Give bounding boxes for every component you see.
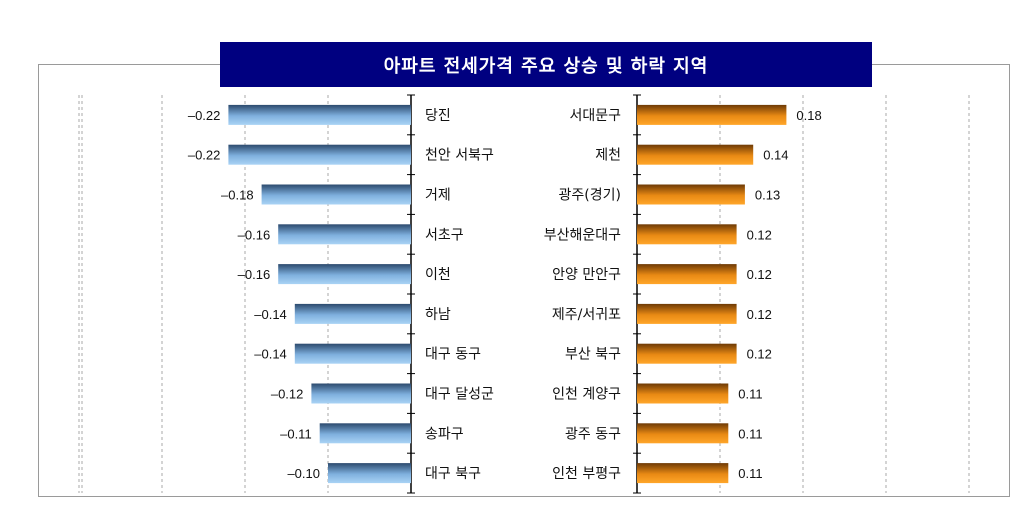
- data-label: 0.11: [738, 466, 762, 481]
- bar: [294, 303, 411, 324]
- category-label: 부산해운대구: [544, 227, 621, 243]
- data-label: –0.14: [254, 347, 287, 362]
- category-label: 서초구: [425, 227, 464, 243]
- bar: [294, 343, 411, 364]
- category-label: 광주(경기): [559, 188, 621, 204]
- bar: [637, 264, 737, 285]
- bar: [637, 343, 737, 364]
- data-label: 0.14: [763, 148, 788, 163]
- category-label: 대구 북구: [425, 466, 481, 482]
- data-label: 0.12: [747, 347, 772, 362]
- category-label: 광주 동구: [565, 426, 621, 442]
- category-label: 제주/서귀포: [552, 307, 621, 323]
- bar: [261, 184, 411, 205]
- bar: [278, 224, 411, 245]
- data-label: –0.22: [188, 108, 221, 123]
- category-label: 대구 달성군: [425, 387, 494, 403]
- data-label: 0.12: [747, 227, 772, 242]
- bar: [319, 423, 411, 444]
- data-label: –0.22: [188, 148, 221, 163]
- bar: [637, 423, 729, 444]
- bar: [328, 463, 411, 484]
- bar: [637, 383, 729, 404]
- data-label: –0.12: [271, 387, 304, 402]
- category-label: 제천: [595, 148, 621, 164]
- data-label: –0.18: [221, 188, 254, 203]
- chart-title: 아파트 전세가격 주요 상승 및 하락 지역: [220, 42, 872, 87]
- bar: [637, 463, 729, 484]
- data-label: –0.14: [254, 307, 287, 322]
- bar: [637, 144, 754, 165]
- category-label: 인천 계양구: [552, 387, 621, 403]
- bar: [278, 264, 411, 285]
- bar: [637, 184, 745, 205]
- category-label: 이천: [425, 267, 451, 283]
- category-label: 송파구: [425, 426, 464, 442]
- bar: [228, 104, 411, 125]
- data-label: 0.13: [755, 188, 780, 203]
- category-label: 천안 서북구: [425, 148, 494, 164]
- data-label: 0.12: [747, 307, 772, 322]
- bar: [637, 224, 737, 245]
- data-label: 0.18: [796, 108, 821, 123]
- data-label: –0.10: [287, 466, 320, 481]
- category-label: 서대문구: [569, 108, 621, 124]
- data-label: –0.16: [238, 227, 271, 242]
- bar: [228, 144, 411, 165]
- data-label: 0.11: [738, 426, 762, 441]
- category-label: 안양 만안구: [552, 267, 621, 283]
- data-label: –0.16: [238, 267, 271, 282]
- bar: [637, 104, 787, 125]
- category-label: 부산 북구: [565, 347, 621, 363]
- data-label: 0.11: [738, 387, 762, 402]
- data-label: 0.12: [747, 267, 772, 282]
- category-label: 하남: [425, 307, 451, 323]
- bar: [637, 303, 737, 324]
- data-label: –0.11: [280, 426, 312, 441]
- category-label: 대구 동구: [425, 347, 481, 363]
- category-label: 인천 부평구: [552, 466, 621, 482]
- category-label: 거제: [425, 188, 451, 204]
- category-label: 당진: [425, 108, 451, 124]
- bar: [311, 383, 411, 404]
